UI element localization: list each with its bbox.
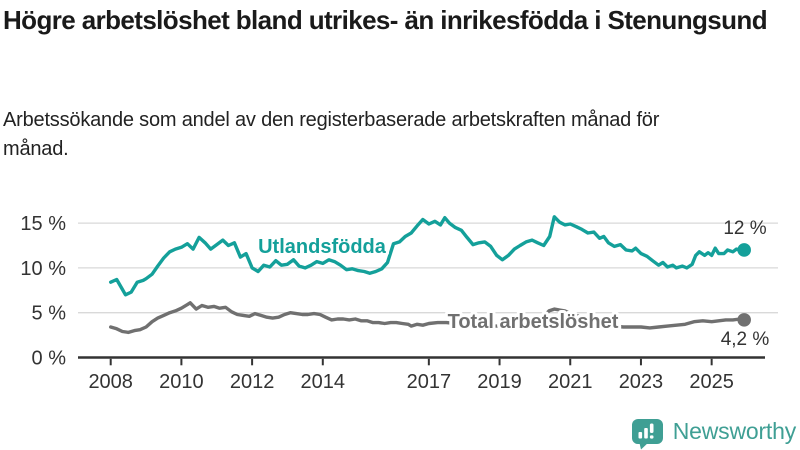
x-tick-label: 2012 (230, 371, 275, 393)
newsworthy-bubble-chart-icon (631, 419, 663, 450)
newsworthy-wordmark: Newsworthy (672, 417, 796, 444)
x-tick-label: 2021 (548, 371, 593, 393)
x-tick-label: 2023 (619, 371, 664, 393)
series-label-total: Total arbetslöshet (448, 311, 619, 333)
x-tick-label: 2014 (301, 371, 346, 393)
chart-subtitle: Arbetssökande som andel av den registerb… (3, 109, 660, 160)
series-label-utlandsfodda: Utlandsfödda (258, 236, 387, 258)
chart-title: Högre arbetslöshet bland utrikes- än inr… (3, 5, 768, 35)
x-tick-label: 2019 (477, 371, 522, 393)
series-end-dot-total (737, 313, 751, 327)
series-line-utlandsfodda (108, 215, 746, 297)
newsworthy-logo: Newsworthy (631, 412, 796, 450)
series-end-value-total: 4,2 % (721, 329, 770, 350)
series-line-total (108, 301, 746, 335)
series-end-value-utlandsfodda: 12 % (723, 218, 766, 239)
y-tick-label: 0 % (32, 348, 67, 370)
y-tick-label: 15 % (20, 213, 66, 235)
x-tick-label: 2010 (159, 371, 204, 393)
x-tick-label: 2025 (689, 371, 734, 393)
x-tick-label: 2008 (88, 371, 133, 393)
series-end-dot-utlandsfodda (737, 243, 751, 257)
y-tick-label: 10 % (20, 258, 66, 280)
x-tick-label: 2017 (407, 371, 452, 393)
y-tick-label: 5 % (32, 303, 67, 325)
